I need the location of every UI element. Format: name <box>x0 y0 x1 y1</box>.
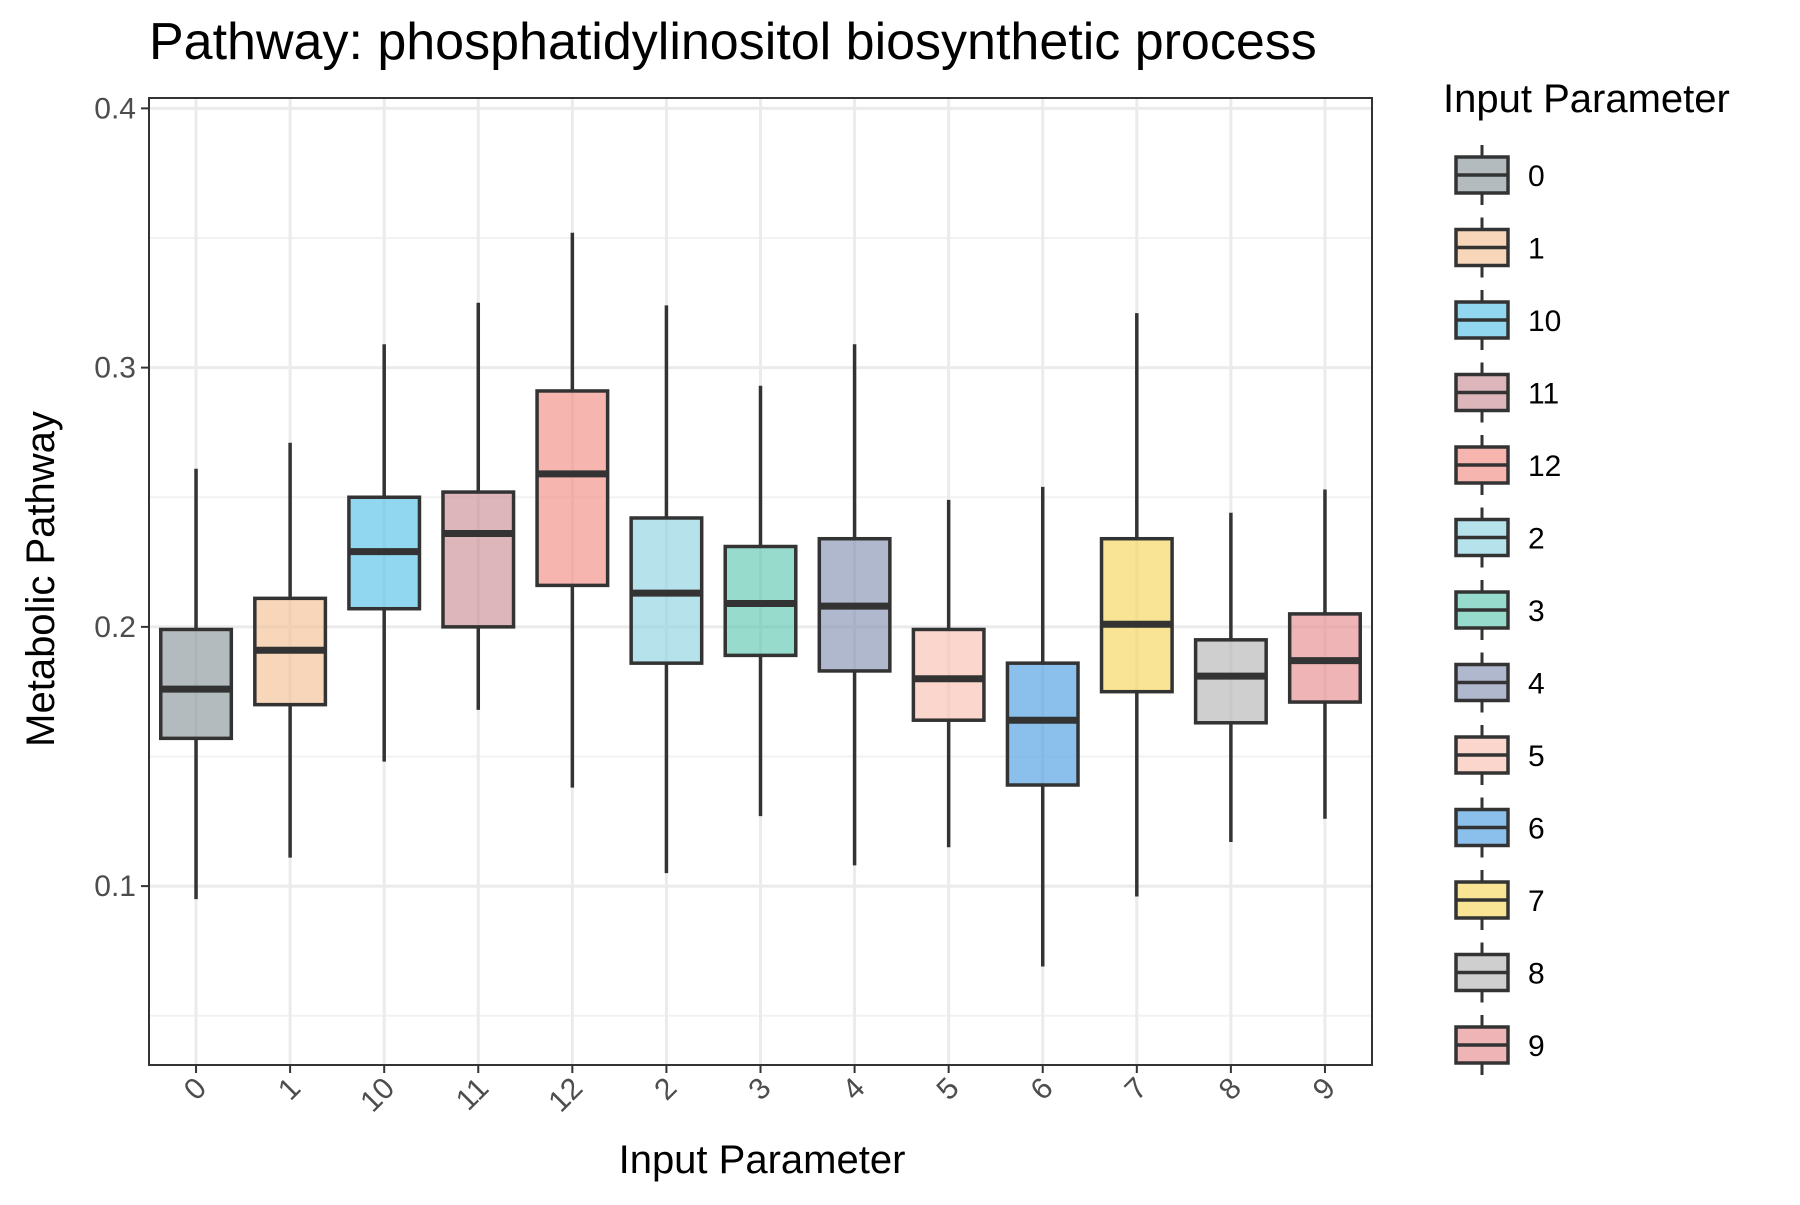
legend-item-4: 4 <box>1454 652 1545 713</box>
box-2 <box>629 305 704 874</box>
legend-item-5: 5 <box>1454 725 1545 785</box>
box-8 <box>1193 512 1268 843</box>
box-iqr <box>1193 638 1268 725</box>
legend-label: 7 <box>1528 885 1545 918</box>
legend-label: 1 <box>1528 233 1545 266</box>
box-6 <box>1005 486 1080 967</box>
x-axis-title: Input Parameter <box>619 1138 906 1182</box>
legend-label: 11 <box>1528 378 1559 411</box>
box-iqr <box>159 627 234 741</box>
y-axis-title: Metabolic Pathway <box>19 411 63 747</box>
legend-item-11: 11 <box>1454 362 1559 423</box>
box-iqr <box>1099 536 1174 694</box>
box-iqr <box>535 389 610 588</box>
legend-item-8: 8 <box>1454 942 1545 1003</box>
box-12 <box>535 232 610 788</box>
legend-item-12: 12 <box>1454 435 1561 495</box>
legend-label: 8 <box>1528 958 1545 991</box>
legend-item-1: 1 <box>1454 217 1545 278</box>
box-iqr <box>441 490 516 629</box>
legend-item-2: 2 <box>1454 507 1545 568</box>
legend-title: Input Parameter <box>1443 77 1730 121</box>
box-iqr <box>1005 661 1080 787</box>
chart-title: Pathway: phosphatidylinositol biosynthet… <box>149 13 1317 71</box>
box-4 <box>817 344 892 866</box>
legend: 0 1 10 11 12 2 3 4 5 6 7 8 9 <box>1454 145 1561 1075</box>
box-7 <box>1099 313 1174 897</box>
legend-label: 12 <box>1528 450 1561 483</box>
legend-item-10: 10 <box>1454 290 1561 350</box>
y-tick-label: 0.1 <box>94 870 136 903</box>
box-11 <box>441 302 516 710</box>
y-tick-label: 0.2 <box>94 611 136 644</box>
legend-item-0: 0 <box>1454 145 1545 205</box>
box-iqr <box>911 627 986 722</box>
legend-label: 6 <box>1528 813 1545 846</box>
box-9 <box>1287 489 1362 819</box>
box-3 <box>723 385 798 817</box>
legend-label: 0 <box>1528 160 1545 193</box>
legend-label: 2 <box>1528 523 1545 556</box>
legend-label: 4 <box>1528 668 1545 701</box>
box-0 <box>159 468 234 900</box>
legend-item-9: 9 <box>1454 1015 1545 1075</box>
legend-item-6: 6 <box>1454 797 1545 858</box>
y-tick-label: 0.3 <box>94 352 136 385</box>
legend-label: 10 <box>1528 305 1561 338</box>
y-tick-label: 0.4 <box>94 92 136 125</box>
legend-label: 5 <box>1528 740 1545 773</box>
legend-label: 3 <box>1528 595 1545 628</box>
legend-item-7: 7 <box>1454 870 1545 930</box>
legend-item-3: 3 <box>1454 580 1545 640</box>
box-5 <box>911 499 986 848</box>
box-1 <box>253 442 328 858</box>
box-10 <box>347 344 422 762</box>
legend-label: 9 <box>1528 1030 1545 1063</box>
